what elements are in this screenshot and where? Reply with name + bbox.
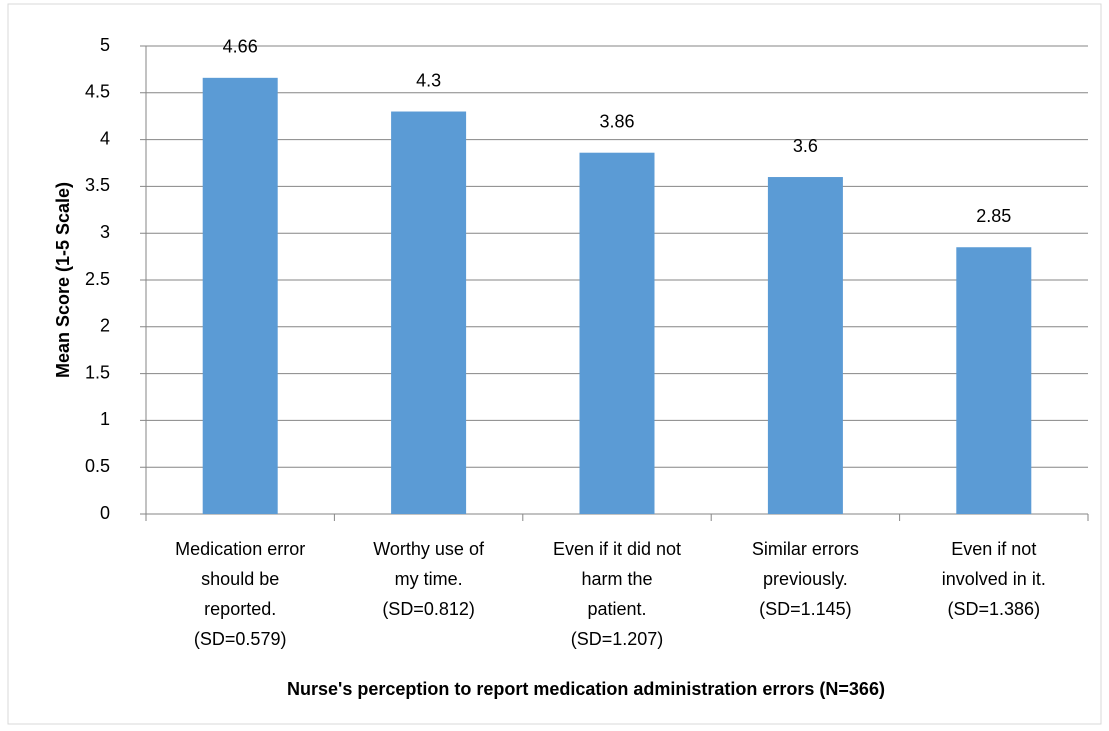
y-tick-label: 1 [100,409,110,429]
x-axis-title: Nurse's perception to report medication … [287,679,885,699]
data-label: 3.6 [793,136,818,156]
bar [391,111,467,515]
y-tick-label: 2.5 [85,269,110,289]
bar [579,152,655,515]
x-tick-label: should be [201,569,279,589]
y-tick-label: 1.5 [85,362,110,382]
x-tick-label: (SD=1.207) [571,629,664,649]
bar [202,77,278,514]
y-tick-label: 3.5 [85,175,110,195]
data-label: 3.86 [599,111,634,131]
data-label: 4.66 [223,37,258,57]
y-tick-label: 5 [100,35,110,55]
x-tick-label: (SD=1.145) [759,599,852,619]
y-tick-label: 0.5 [85,456,110,476]
x-tick-label: Even if it did not [553,539,681,559]
bar [767,177,843,515]
x-tick-label: involved in it. [942,569,1046,589]
y-tick-label: 2 [100,316,110,336]
chart-border [7,3,1102,725]
y-tick-label: 4 [100,128,110,148]
bar [956,247,1032,515]
x-tick-label: Worthy use of [373,539,485,559]
y-axis-title: Mean Score (1-5 Scale) [53,182,73,378]
data-label: 4.3 [416,70,441,90]
x-tick-label: patient. [587,599,646,619]
x-tick-label: Even if not [951,539,1036,559]
data-label: 2.85 [976,206,1011,226]
x-tick-label: my time. [395,569,463,589]
x-tick-label: Similar errors [752,539,859,559]
y-tick-label: 3 [100,222,110,242]
y-tick-label: 4.5 [85,82,110,102]
x-tick-label: reported. [204,599,276,619]
x-tick-label: Medication error [175,539,305,559]
x-tick-label: harm the [581,569,652,589]
y-tick-label: 0 [100,503,110,523]
x-tick-label: (SD=0.812) [382,599,475,619]
x-tick-label: previously. [763,569,848,589]
x-tick-label: (SD=0.579) [194,629,287,649]
x-tick-label: (SD=1.386) [948,599,1041,619]
